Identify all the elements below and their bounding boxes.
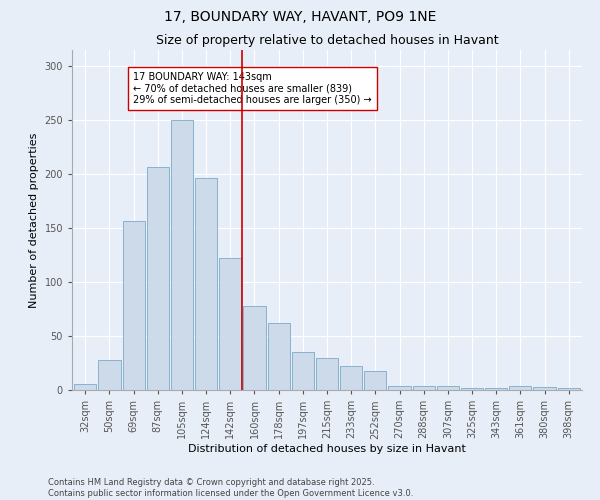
Title: Size of property relative to detached houses in Havant: Size of property relative to detached ho…: [155, 34, 499, 48]
Bar: [509, 386, 532, 390]
Text: 17, BOUNDARY WAY, HAVANT, PO9 1NE: 17, BOUNDARY WAY, HAVANT, PO9 1NE: [164, 10, 436, 24]
Bar: [364, 370, 386, 390]
Bar: [292, 352, 314, 390]
Bar: [413, 386, 435, 390]
Y-axis label: Number of detached properties: Number of detached properties: [29, 132, 39, 308]
Bar: [461, 388, 483, 390]
Bar: [122, 220, 145, 390]
Bar: [171, 120, 193, 390]
Bar: [316, 358, 338, 390]
Bar: [195, 178, 217, 390]
Bar: [557, 388, 580, 390]
Text: Contains HM Land Registry data © Crown copyright and database right 2025.
Contai: Contains HM Land Registry data © Crown c…: [48, 478, 413, 498]
Bar: [340, 366, 362, 390]
Bar: [388, 386, 410, 390]
Text: 17 BOUNDARY WAY: 143sqm
← 70% of detached houses are smaller (839)
29% of semi-d: 17 BOUNDARY WAY: 143sqm ← 70% of detache…: [133, 72, 372, 106]
X-axis label: Distribution of detached houses by size in Havant: Distribution of detached houses by size …: [188, 444, 466, 454]
Bar: [244, 306, 266, 390]
Bar: [219, 258, 241, 390]
Bar: [268, 323, 290, 390]
Bar: [485, 388, 508, 390]
Bar: [533, 387, 556, 390]
Bar: [98, 360, 121, 390]
Bar: [74, 384, 97, 390]
Bar: [437, 386, 459, 390]
Bar: [146, 166, 169, 390]
